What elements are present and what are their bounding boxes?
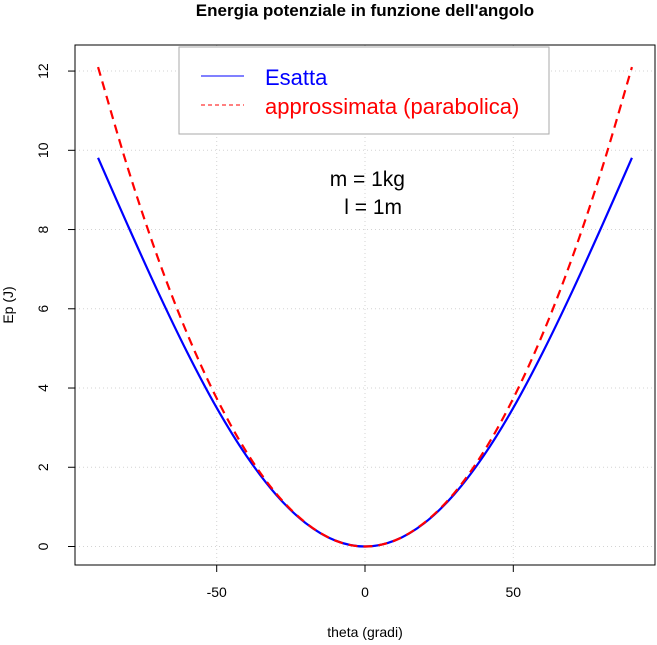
x-tick-label: 50 [506,584,522,600]
y-tick-label: 10 [35,142,51,158]
x-axis-label: theta (gradi) [327,624,402,640]
y-tick-label: 6 [35,305,51,313]
y-tick-label: 0 [35,542,51,550]
annotation-mass: m = 1kg [330,168,405,191]
x-tick-label: 0 [361,584,369,600]
legend: Esatta approssimata (parabolica) [178,46,550,135]
y-axis-label: Ep (J) [0,286,16,323]
grid [75,45,655,565]
legend-box [178,46,550,135]
y-tick-label: 12 [35,63,51,79]
x-axis: -50 0 50 [207,565,522,600]
annotation-length: l = 1m [344,196,402,219]
y-tick-label: 8 [35,225,51,233]
legend-label-approssimata: approssimata (parabolica) [265,94,519,119]
series-group [97,66,633,548]
y-tick-label: 4 [35,384,51,392]
chart-title: Energia potenziale in funzione dell'ango… [196,1,534,20]
y-tick-label: 2 [35,463,51,471]
series-line-approssimata [97,66,633,548]
x-tick-label: -50 [207,584,227,600]
y-axis: 0 2 4 6 8 10 12 [35,63,75,550]
legend-label-esatta: Esatta [265,65,328,90]
